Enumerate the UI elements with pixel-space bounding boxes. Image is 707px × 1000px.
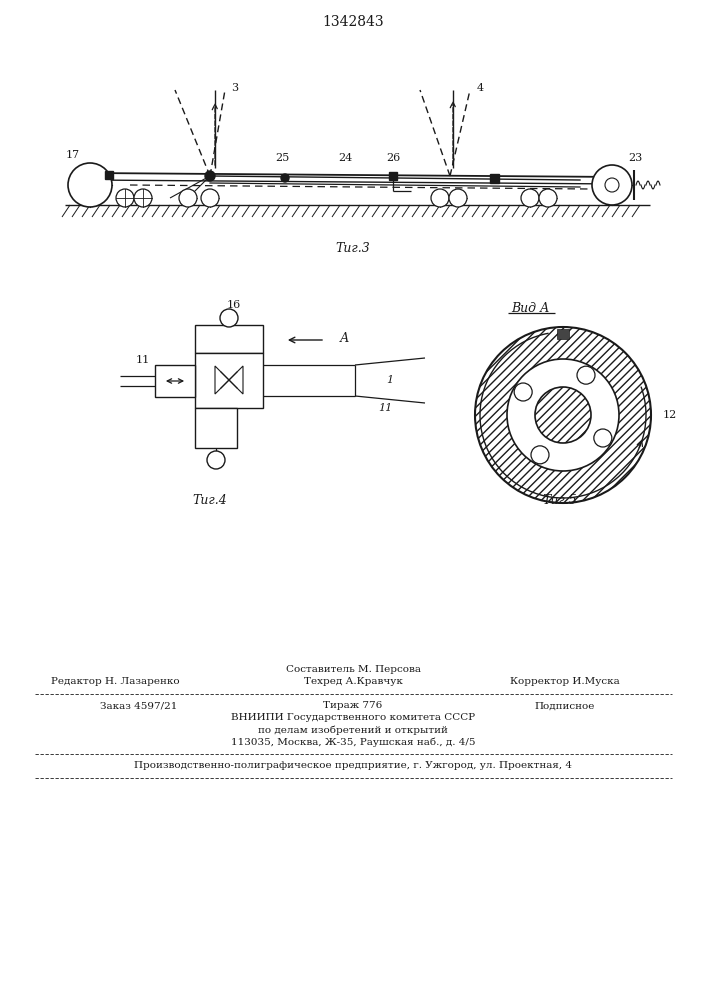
Text: 24: 24 <box>338 153 352 163</box>
Bar <box>195 325 263 353</box>
Text: А: А <box>340 332 349 344</box>
Text: 17: 17 <box>66 150 80 160</box>
Circle shape <box>539 189 557 207</box>
Circle shape <box>68 163 112 207</box>
Text: 26: 26 <box>386 153 400 163</box>
Text: Корректор И.Муска: Корректор И.Муска <box>510 678 620 686</box>
Text: Тираж 776: Тираж 776 <box>323 702 382 710</box>
Text: по делам изобретений и открытий: по делам изобретений и открытий <box>258 725 448 735</box>
Text: Техред А.Кравчук: Техред А.Кравчук <box>303 678 402 686</box>
Circle shape <box>594 429 612 447</box>
Text: Вид А: Вид А <box>510 302 549 314</box>
Text: Производственно-полиграфическое предприятие, г. Ужгород, ул. Проектная, 4: Производственно-полиграфическое предприя… <box>134 762 572 770</box>
Circle shape <box>431 189 449 207</box>
Text: 11: 11 <box>378 403 392 413</box>
Circle shape <box>134 189 152 207</box>
Text: 11: 11 <box>136 355 150 365</box>
Text: 25: 25 <box>275 153 289 163</box>
Circle shape <box>179 189 197 207</box>
Circle shape <box>514 383 532 401</box>
Text: 4: 4 <box>477 83 484 93</box>
Circle shape <box>116 189 134 207</box>
Text: Составитель М. Персова: Составитель М. Персова <box>286 666 421 674</box>
Text: 1342843: 1342843 <box>322 15 384 29</box>
Text: ВНИИПИ Государственного комитета СССР: ВНИИПИ Государственного комитета СССР <box>231 714 475 722</box>
Circle shape <box>521 189 539 207</box>
Circle shape <box>220 309 238 327</box>
Text: 3: 3 <box>231 83 238 93</box>
Circle shape <box>201 189 219 207</box>
Text: 113035, Москва, Ж-35, Раушская наб., д. 4/5: 113035, Москва, Ж-35, Раушская наб., д. … <box>230 737 475 747</box>
Bar <box>155 365 195 397</box>
Text: 12: 12 <box>663 410 677 420</box>
Text: Τиг.4: Τиг.4 <box>192 493 228 506</box>
Text: Τиг.3: Τиг.3 <box>336 241 370 254</box>
Bar <box>490 174 499 183</box>
Text: Τиг.5: Τиг.5 <box>543 493 578 506</box>
Text: Заказ 4597/21: Заказ 4597/21 <box>100 702 177 710</box>
Bar <box>195 408 237 448</box>
Circle shape <box>535 387 591 443</box>
Circle shape <box>507 359 619 471</box>
Circle shape <box>592 165 632 205</box>
Text: Подписное: Подписное <box>534 702 595 710</box>
Text: 16: 16 <box>227 300 241 310</box>
Bar <box>195 353 263 408</box>
Circle shape <box>449 189 467 207</box>
Bar <box>557 329 569 339</box>
Circle shape <box>531 446 549 464</box>
Circle shape <box>475 327 651 503</box>
Polygon shape <box>215 366 229 394</box>
Bar <box>105 171 113 179</box>
Text: 23: 23 <box>628 153 642 163</box>
Text: 1: 1 <box>387 375 394 385</box>
Circle shape <box>577 366 595 384</box>
Polygon shape <box>229 366 243 394</box>
Circle shape <box>207 451 225 469</box>
Bar <box>389 172 397 180</box>
Circle shape <box>281 174 289 182</box>
Circle shape <box>205 171 215 181</box>
Circle shape <box>605 178 619 192</box>
Text: Редактор Н. Лазаренко: Редактор Н. Лазаренко <box>51 678 180 686</box>
